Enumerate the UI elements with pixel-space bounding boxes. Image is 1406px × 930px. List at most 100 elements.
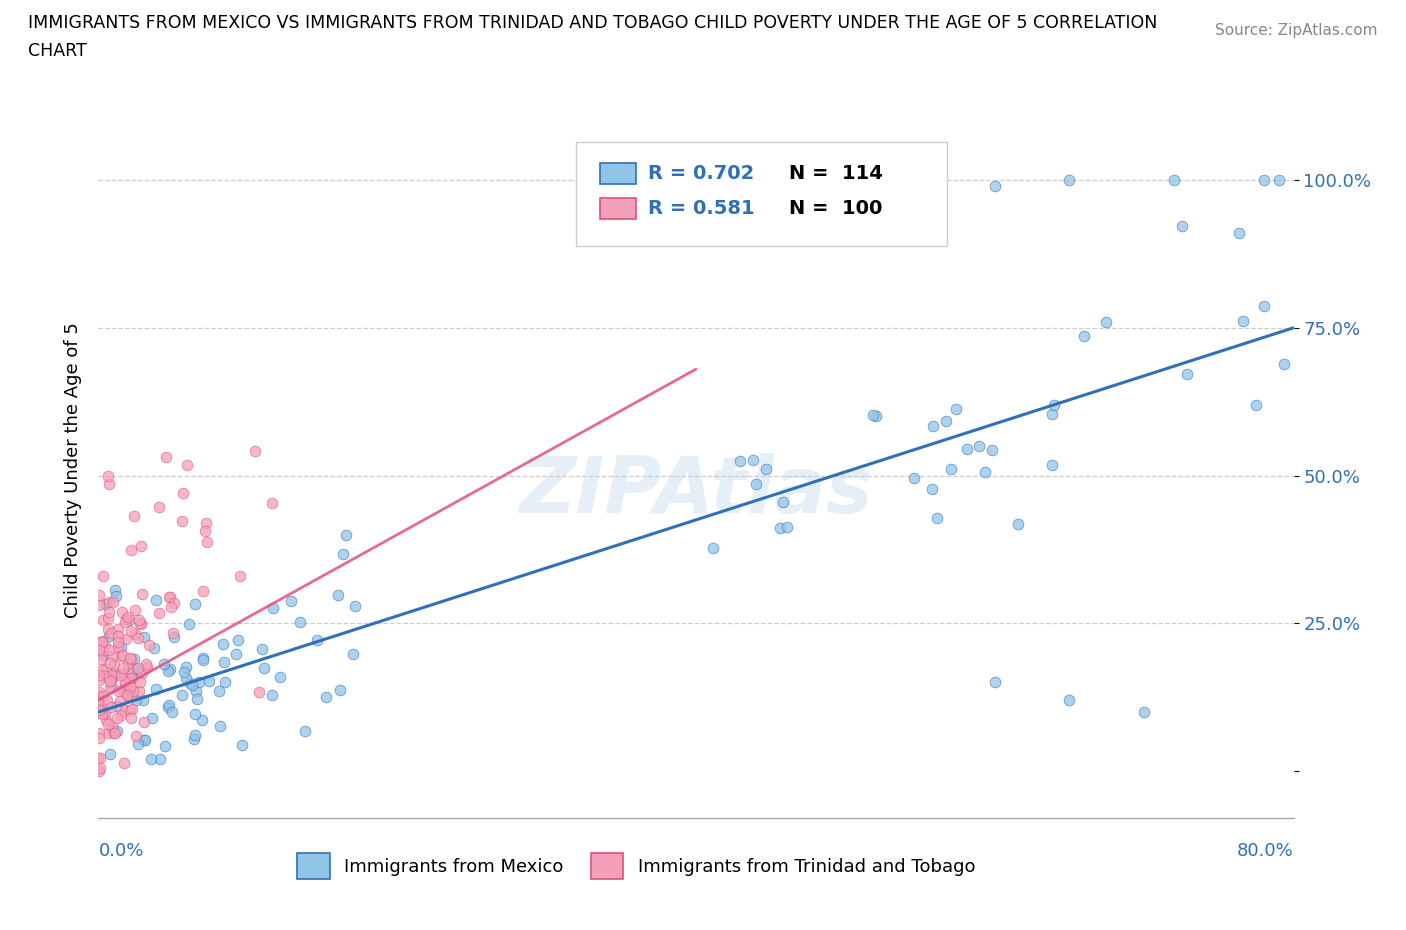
Point <box>91 706 114 721</box>
Point <box>908 184 931 199</box>
Point <box>172 513 194 528</box>
Point <box>114 615 136 630</box>
Point <box>87 726 110 741</box>
Point <box>128 684 150 698</box>
Point <box>247 684 270 699</box>
Point <box>91 644 114 658</box>
Point <box>157 699 180 714</box>
Point <box>120 623 142 638</box>
Point <box>315 690 337 705</box>
Point <box>117 656 139 671</box>
Point <box>97 717 120 732</box>
Point <box>118 671 141 686</box>
Point <box>91 663 114 678</box>
Point <box>87 588 110 603</box>
Point <box>183 707 205 722</box>
Point <box>326 588 349 603</box>
Point <box>1253 173 1275 188</box>
Point <box>305 632 328 647</box>
Point <box>129 616 152 631</box>
Point <box>87 751 110 766</box>
Point <box>208 718 231 733</box>
Point <box>96 597 118 612</box>
Point <box>197 673 219 688</box>
Point <box>981 443 1004 458</box>
Point <box>103 669 125 684</box>
Point <box>156 664 179 679</box>
Point <box>184 597 207 612</box>
Point <box>1244 397 1267 412</box>
Point <box>90 703 112 718</box>
Point <box>98 673 121 688</box>
Point <box>98 681 121 696</box>
Point <box>110 668 132 683</box>
Point <box>110 708 132 723</box>
Point <box>105 724 128 738</box>
Point <box>114 702 136 717</box>
Text: N =  114: N = 114 <box>789 164 883 182</box>
Point <box>87 705 110 720</box>
Point <box>728 454 751 469</box>
Point <box>90 633 112 648</box>
Point <box>163 630 186 644</box>
Point <box>87 702 110 717</box>
Point <box>159 600 181 615</box>
Point <box>862 408 884 423</box>
Point <box>93 668 115 683</box>
Point <box>96 661 118 676</box>
Point <box>114 678 136 693</box>
Point <box>184 684 207 698</box>
Text: 0.0%: 0.0% <box>98 842 143 860</box>
Point <box>114 675 136 690</box>
Point <box>155 450 177 465</box>
Point <box>87 643 110 658</box>
Point <box>176 671 198 685</box>
Point <box>118 689 141 704</box>
Point <box>97 610 120 625</box>
Point <box>91 634 114 649</box>
Point <box>118 613 141 628</box>
Point <box>775 519 797 534</box>
Point <box>94 706 117 721</box>
Point <box>90 700 112 715</box>
Point <box>87 701 110 716</box>
Point <box>101 649 124 664</box>
Point <box>89 761 111 776</box>
Point <box>191 651 214 666</box>
Point <box>269 670 291 684</box>
Point <box>250 642 273 657</box>
Point <box>231 737 253 752</box>
Point <box>903 472 925 486</box>
Point <box>124 729 146 744</box>
Point <box>288 614 311 629</box>
Point <box>114 631 136 646</box>
Point <box>245 444 267 458</box>
Point <box>112 683 135 698</box>
Point <box>1040 406 1063 421</box>
Point <box>229 568 252 583</box>
Point <box>145 681 167 696</box>
Point <box>107 698 129 713</box>
Point <box>110 694 132 709</box>
Point <box>131 587 153 602</box>
Point <box>1232 314 1254 329</box>
Point <box>112 755 135 770</box>
Point <box>127 737 149 751</box>
Point <box>194 515 217 530</box>
Point <box>225 646 247 661</box>
Point <box>93 647 115 662</box>
Point <box>98 656 121 671</box>
Point <box>335 527 357 542</box>
Point <box>190 713 212 728</box>
Point <box>262 687 284 702</box>
Point <box>121 701 143 716</box>
Point <box>97 594 120 609</box>
Point <box>127 661 149 676</box>
Point <box>195 535 218 550</box>
Point <box>145 593 167 608</box>
Point <box>1133 705 1156 720</box>
Point <box>162 704 184 719</box>
Point <box>107 634 129 649</box>
Point <box>152 657 174 671</box>
Point <box>184 728 207 743</box>
